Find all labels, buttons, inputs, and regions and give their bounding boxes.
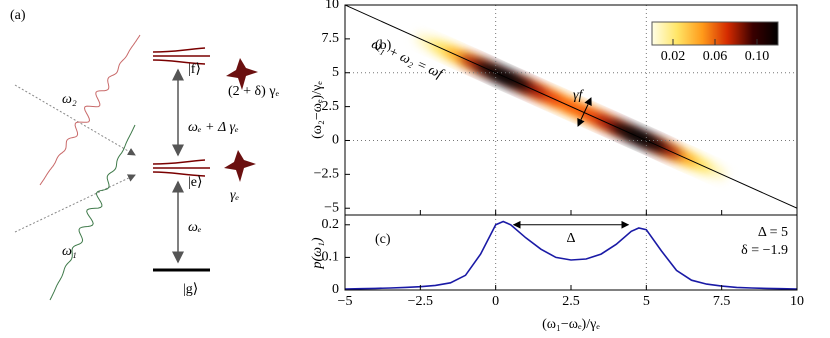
colorbar-tick-label: 0.02 bbox=[661, 49, 686, 64]
param-label: δ = −1.9 bbox=[741, 243, 788, 258]
y-tick-label: 0 bbox=[332, 133, 339, 148]
x-tick-label: −2.5 bbox=[408, 294, 433, 309]
y-axis-label: p(ω₁) bbox=[310, 237, 325, 269]
y-tick-label: −5 bbox=[324, 200, 339, 215]
y-tick-label: 7.5 bbox=[322, 31, 340, 46]
decay-label: γₑ bbox=[230, 188, 240, 203]
decay-label: (2 + δ) γₑ bbox=[228, 84, 280, 99]
y-tick-label: 0 bbox=[332, 282, 339, 297]
level-e bbox=[152, 159, 210, 177]
photon-path bbox=[14, 174, 136, 233]
wave-packet bbox=[39, 34, 141, 186]
gap-label: ωₑ + Δ γₑ bbox=[188, 120, 239, 135]
x-tick-label: 10 bbox=[790, 294, 804, 309]
level-label: |e⟩ bbox=[188, 175, 202, 190]
x-axis-label: (ω₁−ωₑ)/γₑ bbox=[542, 317, 600, 332]
resonance-line bbox=[345, 5, 797, 209]
y-tick-label: 10 bbox=[325, 0, 339, 12]
x-tick-label: 2.5 bbox=[562, 294, 580, 309]
y-tick-label: −2.5 bbox=[314, 167, 339, 182]
width-label: γf bbox=[573, 88, 585, 103]
photon-label: ω₂ bbox=[62, 92, 77, 107]
y-tick-label: 2.5 bbox=[322, 99, 340, 114]
y-tick-label: 0.2 bbox=[322, 217, 340, 232]
param-label: Δ = 5 bbox=[758, 225, 788, 240]
panel-label: (a) bbox=[10, 8, 26, 23]
span-label: Δ bbox=[566, 231, 575, 246]
y-axis-label: (ω₂−ωₑ)/γₑ bbox=[310, 81, 325, 139]
y-tick-label: 5 bbox=[332, 65, 339, 80]
colorbar-tick-label: 0.06 bbox=[703, 49, 728, 64]
level-label: |g⟩ bbox=[183, 282, 198, 297]
wave-packet bbox=[49, 124, 136, 301]
level-f bbox=[152, 47, 210, 65]
line-series bbox=[344, 220, 798, 290]
colorbar-tick-label: 0.10 bbox=[745, 49, 770, 64]
panel-label: (c) bbox=[375, 232, 391, 247]
panel-label: (b) bbox=[375, 38, 392, 53]
decay-star bbox=[224, 150, 256, 182]
level-diagram: (a) |f⟩ |e⟩ |g⟩ ωₑ + Δ γₑ ωₑ (2 + δ) γₑ … bbox=[10, 8, 280, 301]
gap-label: ωₑ bbox=[188, 220, 202, 235]
level-label: |f⟩ bbox=[188, 62, 201, 77]
y-tick-label: 0.1 bbox=[322, 250, 340, 265]
frame bbox=[344, 214, 798, 291]
decay-star bbox=[226, 58, 258, 90]
photon-path bbox=[14, 84, 136, 156]
x-tick-label: 7.5 bbox=[713, 294, 731, 309]
x-tick-label: 0 bbox=[492, 294, 499, 309]
x-tick-label: −5 bbox=[338, 294, 353, 309]
width-arrow bbox=[577, 97, 592, 127]
x-tick-label: 5 bbox=[643, 294, 650, 309]
